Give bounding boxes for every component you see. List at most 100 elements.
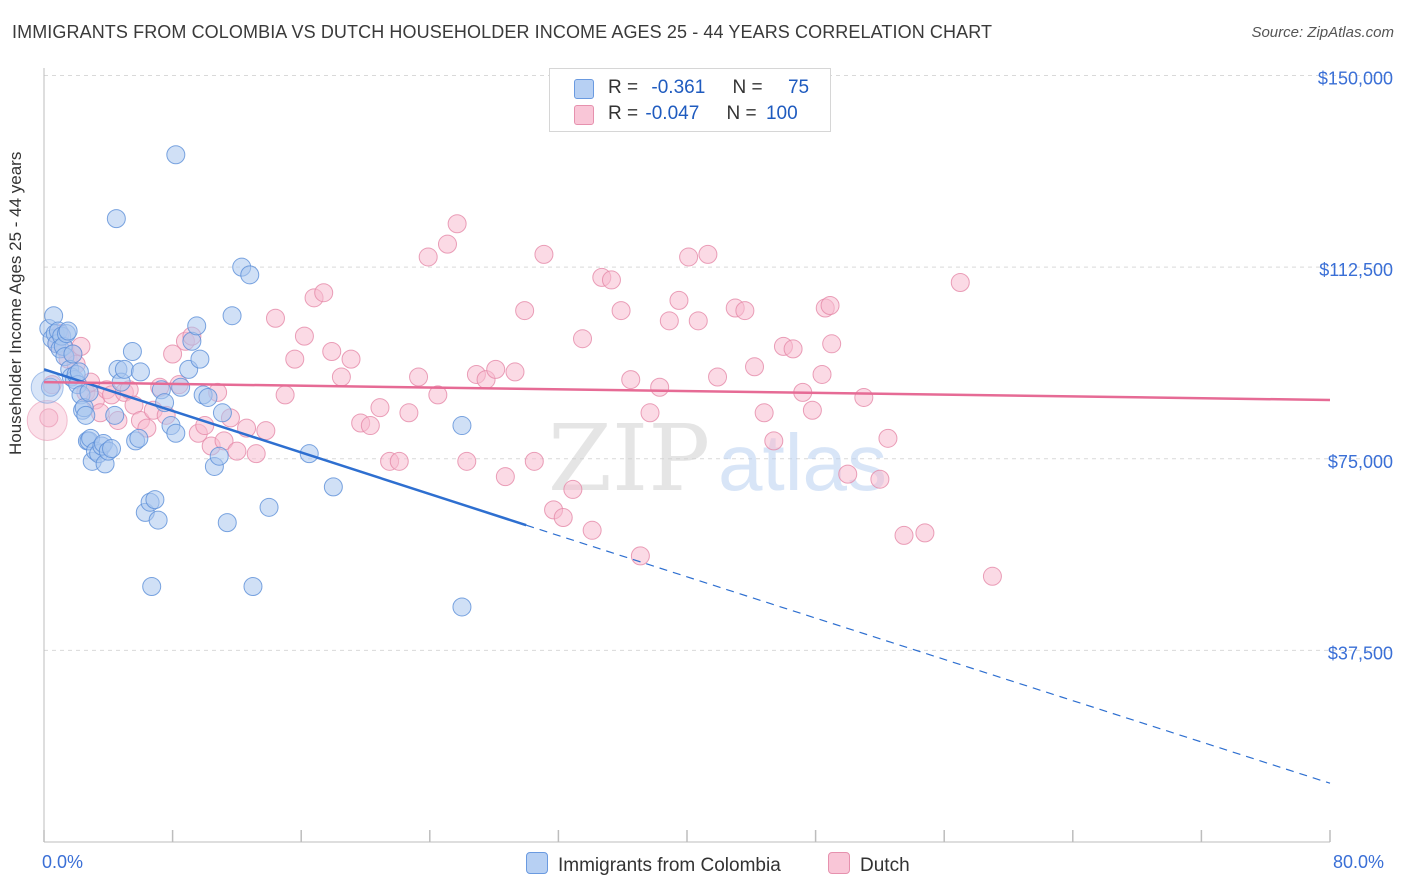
dutch-point (611, 301, 631, 321)
dutch-point (437, 234, 457, 254)
dutch-point (870, 469, 890, 489)
dutch-point (495, 467, 515, 487)
watermark: ZIP atlas (548, 405, 887, 512)
dutch-point (285, 349, 305, 369)
grid-lines (44, 75, 1395, 651)
colombia-point (212, 403, 232, 423)
colombia-point (105, 405, 125, 425)
y-tick-label: $112,500 (1319, 260, 1393, 280)
bottom-legend-colombia: Immigrants from Colombia (526, 852, 781, 877)
legend-r-label: R = (608, 77, 639, 98)
dutch-point (812, 364, 832, 384)
legend-swatch-blue (574, 79, 594, 99)
dutch-point (563, 479, 583, 499)
colombia-point (106, 209, 126, 229)
dutch-point (163, 344, 183, 364)
colombia-point (259, 497, 279, 517)
dutch-point (294, 326, 314, 346)
dutch-point (573, 329, 593, 349)
legend-n-value: 100 (765, 103, 798, 124)
colombia-point (240, 265, 260, 285)
legend-n-label: N = (732, 77, 763, 98)
dutch-point (246, 444, 266, 464)
dutch-point (669, 290, 689, 310)
axes (43, 68, 1331, 843)
source-label: Source: ZipAtlas.com (1251, 24, 1394, 41)
colombia-point (76, 405, 96, 425)
dutch-point (764, 431, 784, 451)
watermark-atlas: atlas (718, 418, 887, 507)
legend-r-value: -0.361 (651, 77, 706, 98)
y-tick-label: $150,000 (1318, 69, 1393, 89)
colombia-trend-extension (526, 524, 1331, 784)
colombia-trend-line (43, 368, 527, 527)
dutch-point (322, 341, 342, 361)
dutch-point (515, 301, 535, 321)
dutch-point (601, 270, 621, 290)
bottom-swatch-blue (526, 852, 548, 874)
colombia-point (130, 362, 150, 382)
legend-n-label: N = (726, 103, 757, 124)
dutch-point (265, 308, 285, 328)
dutch-point (894, 525, 914, 545)
colombia-point (222, 306, 242, 326)
dutch-point (486, 359, 506, 379)
bottom-legend-dutch: Dutch (828, 852, 910, 877)
dutch-point (950, 272, 970, 292)
dutch-points (26, 214, 1002, 586)
dutch-trend-line (43, 380, 1331, 402)
bottom-swatch-pink (828, 852, 850, 874)
colombia-point (299, 444, 319, 464)
dutch-point (708, 367, 728, 387)
colombia-point-large (30, 370, 64, 404)
dutch-point (553, 508, 573, 528)
y-tick-label: $37,500 (1328, 643, 1393, 663)
bottom-legend-label: Dutch (860, 855, 910, 876)
dutch-point (409, 367, 429, 387)
legend-n-value: 75 (787, 77, 810, 98)
dutch-point (878, 428, 898, 448)
dutch-point (331, 367, 351, 387)
colombia-point (217, 513, 237, 533)
dutch-point (418, 247, 438, 267)
chart-title: IMMIGRANTS FROM COLOMBIA VS DUTCH HOUSEH… (12, 22, 993, 42)
colombia-point (145, 490, 165, 510)
colombia-point (63, 344, 83, 364)
colombia-point (190, 349, 210, 369)
colombia-point (102, 439, 122, 459)
dutch-point (679, 247, 699, 267)
colombia-point (58, 321, 78, 341)
colombia-point (452, 416, 472, 436)
colombia-point (129, 428, 149, 448)
legend-r-label: R = (608, 103, 639, 124)
dutch-point (802, 400, 822, 420)
y-tick-labels: $37,500 $75,000 $112,500 $150,000 (1318, 69, 1393, 664)
dutch-point (621, 370, 641, 390)
colombia-point (187, 316, 207, 336)
colombia-point (148, 510, 168, 530)
dutch-point (915, 523, 935, 543)
colombia-point (209, 446, 229, 466)
dutch-point (688, 311, 708, 331)
dutch-point (428, 385, 448, 405)
legend-r-value: -0.047 (645, 103, 700, 124)
dutch-point (822, 334, 842, 354)
dutch-point (640, 403, 660, 423)
dutch-point (650, 377, 670, 397)
dutch-point (524, 451, 544, 471)
trend-lines (43, 368, 1331, 784)
dutch-point (399, 403, 419, 423)
x-tick-max: 80.0% (1333, 852, 1385, 872)
dutch-point (659, 311, 679, 331)
dutch-point (745, 357, 765, 377)
colombia-point (243, 577, 263, 597)
dutch-point (457, 451, 477, 471)
colombia-point (122, 341, 142, 361)
dutch-point (370, 398, 390, 418)
dutch-point (447, 214, 467, 234)
dutch-point (505, 362, 525, 382)
dutch-point (754, 403, 774, 423)
y-tick-label: $75,000 (1328, 452, 1393, 472)
colombia-point (166, 423, 186, 443)
